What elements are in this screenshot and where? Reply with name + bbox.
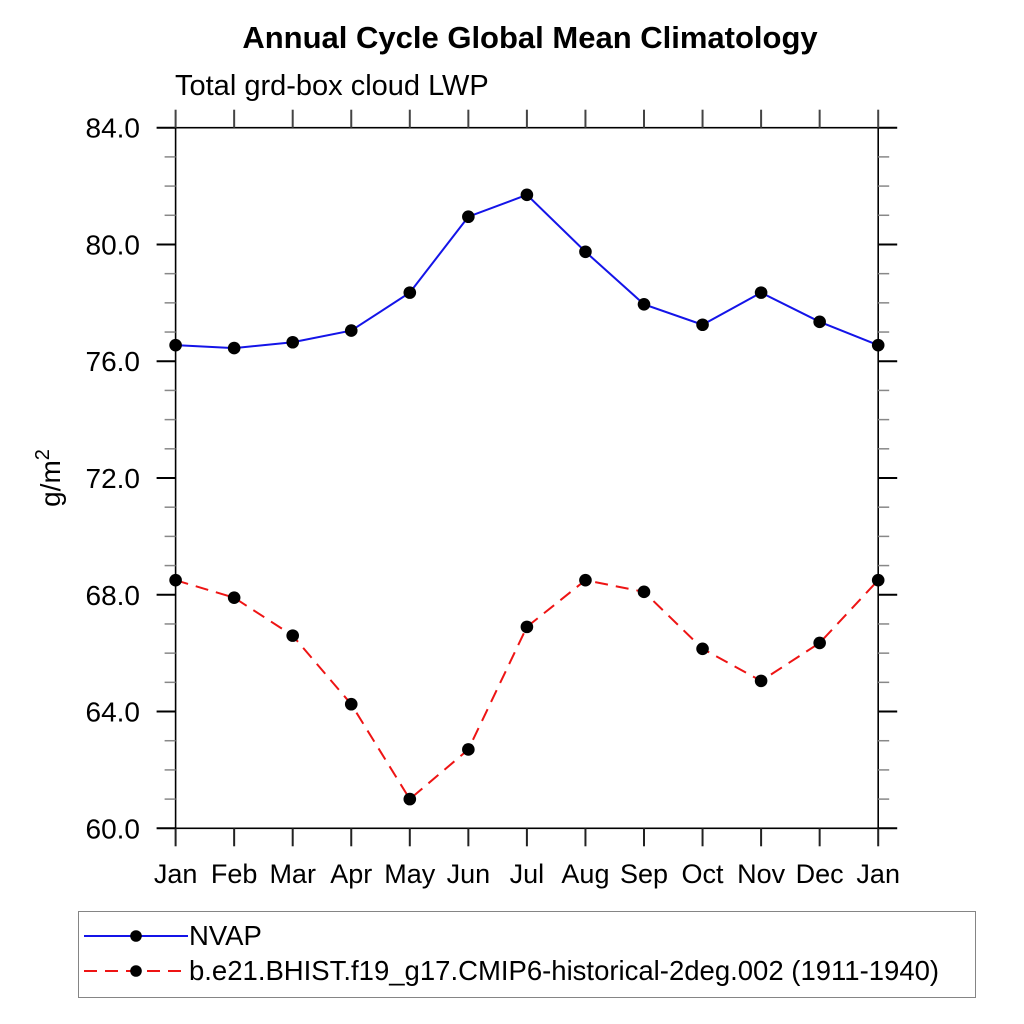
data-point bbox=[403, 286, 417, 299]
data-point bbox=[286, 629, 300, 642]
data-point bbox=[871, 573, 885, 587]
data-point bbox=[227, 591, 241, 604]
data-point bbox=[579, 573, 592, 587]
svg-text:Nov: Nov bbox=[737, 859, 786, 889]
svg-text:May: May bbox=[384, 859, 436, 889]
legend-label-nvap: NVAP bbox=[189, 919, 262, 951]
svg-text:Jan: Jan bbox=[154, 859, 198, 889]
data-point bbox=[520, 620, 534, 634]
legend-item-nvap: NVAP bbox=[83, 918, 975, 953]
y-axis-title: g/m2 bbox=[32, 449, 66, 507]
axes bbox=[156, 109, 898, 847]
data-point bbox=[579, 245, 592, 259]
svg-text:84.0: 84.0 bbox=[86, 113, 141, 144]
data-point bbox=[813, 636, 826, 650]
legend-item-model: b.e21.BHIST.f19_g17.CMIP6-historical-2de… bbox=[83, 953, 975, 988]
data-point bbox=[344, 697, 358, 711]
chart-title: Annual Cycle Global Mean Climatology bbox=[242, 20, 818, 55]
svg-text:Jan: Jan bbox=[856, 859, 900, 889]
svg-text:Sep: Sep bbox=[620, 859, 668, 889]
svg-text:Mar: Mar bbox=[269, 859, 316, 889]
svg-text:76.0: 76.0 bbox=[86, 346, 141, 377]
model-line-swatch bbox=[84, 964, 188, 977]
data-point bbox=[754, 286, 768, 299]
data-point bbox=[462, 743, 475, 756]
y-tick-labels: 60.0 64.0 68.0 72.0 76.0 80.0 84.0 bbox=[86, 113, 141, 845]
data-point bbox=[754, 674, 768, 688]
svg-text:72.0: 72.0 bbox=[86, 463, 141, 494]
data-point bbox=[403, 792, 417, 806]
series-0 bbox=[169, 188, 885, 355]
svg-text:Jul: Jul bbox=[510, 859, 545, 889]
data-point bbox=[696, 642, 709, 656]
data-point bbox=[169, 573, 182, 587]
nvap-line-swatch bbox=[84, 929, 188, 942]
data-point bbox=[520, 188, 534, 202]
svg-text:Jun: Jun bbox=[447, 859, 491, 889]
data-point bbox=[871, 338, 885, 352]
legend-box: NVAP b.e21.BHIST.f19_g17.CMIP6-historica… bbox=[78, 911, 976, 998]
data-point bbox=[696, 318, 709, 332]
svg-text:Oct: Oct bbox=[682, 859, 725, 889]
data-point bbox=[169, 338, 182, 352]
data-point bbox=[813, 315, 826, 329]
legend-label-model: b.e21.BHIST.f19_g17.CMIP6-historical-2de… bbox=[189, 954, 940, 986]
svg-text:60.0: 60.0 bbox=[86, 813, 141, 844]
data-point bbox=[344, 324, 358, 337]
svg-text:Aug: Aug bbox=[561, 859, 609, 889]
svg-text:Dec: Dec bbox=[796, 859, 844, 889]
svg-text:80.0: 80.0 bbox=[86, 229, 141, 260]
data-point bbox=[286, 335, 300, 349]
svg-text:68.0: 68.0 bbox=[86, 580, 141, 611]
svg-text:64.0: 64.0 bbox=[86, 697, 141, 728]
svg-text:Apr: Apr bbox=[330, 859, 372, 889]
chart-subtitle: Total grd-box cloud LWP bbox=[175, 70, 489, 102]
x-tick-labels: Jan Feb Mar Apr May Jun Jul Aug Sep Oct Nov Dec Jan bbox=[154, 859, 900, 889]
data-point bbox=[227, 341, 241, 355]
data-point bbox=[637, 585, 651, 599]
data-point bbox=[637, 298, 651, 311]
data-point bbox=[462, 210, 475, 224]
svg-text:Feb: Feb bbox=[211, 859, 258, 889]
series-1 bbox=[169, 573, 885, 806]
